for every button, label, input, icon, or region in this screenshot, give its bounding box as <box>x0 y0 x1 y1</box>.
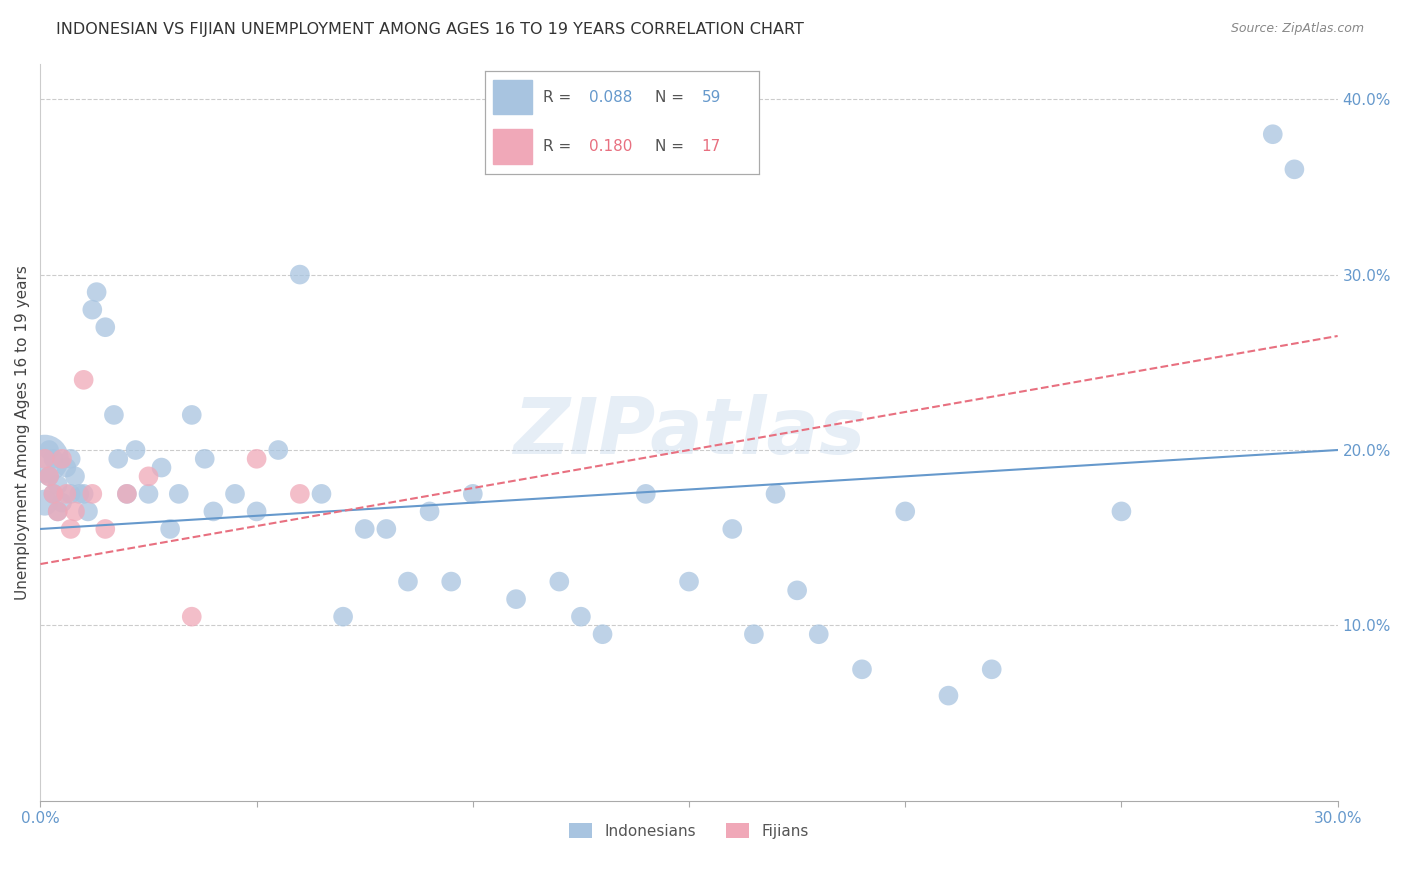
Point <box>1111 504 1133 518</box>
Point <box>180 609 202 624</box>
Point <box>77 504 100 518</box>
Point <box>42 487 65 501</box>
Point <box>63 469 86 483</box>
Point <box>42 487 65 501</box>
Point <box>894 504 917 518</box>
Point <box>34 451 56 466</box>
Point <box>138 469 160 483</box>
Point <box>353 522 375 536</box>
Point <box>150 460 173 475</box>
Y-axis label: Unemployment Among Ages 16 to 19 years: Unemployment Among Ages 16 to 19 years <box>15 265 30 600</box>
Point <box>505 592 527 607</box>
Bar <box>494 79 531 114</box>
Text: Source: ZipAtlas.com: Source: ZipAtlas.com <box>1230 22 1364 36</box>
Point <box>1284 162 1306 177</box>
Point <box>34 496 56 510</box>
Point <box>202 504 225 518</box>
Point <box>332 609 354 624</box>
Point <box>94 522 117 536</box>
Point <box>46 504 69 518</box>
Point <box>63 504 86 518</box>
Point <box>267 442 290 457</box>
Text: 0.180: 0.180 <box>589 139 633 153</box>
Point <box>311 487 333 501</box>
Text: 0.088: 0.088 <box>589 89 633 104</box>
Point <box>42 451 65 466</box>
Point <box>73 373 96 387</box>
Point <box>159 522 181 536</box>
Point <box>375 522 398 536</box>
Text: 17: 17 <box>702 139 721 153</box>
Point <box>115 487 138 501</box>
Point <box>59 522 82 536</box>
Point <box>721 522 744 536</box>
Point <box>34 451 56 466</box>
Point <box>107 451 129 466</box>
Point <box>288 268 311 282</box>
Point <box>569 609 592 624</box>
Point <box>55 487 77 501</box>
Point <box>807 627 830 641</box>
Point <box>82 302 104 317</box>
Point <box>86 285 108 299</box>
Point <box>678 574 700 589</box>
Point <box>765 487 787 501</box>
Point <box>938 689 960 703</box>
Text: ZIPatlas: ZIPatlas <box>513 394 865 470</box>
Point <box>224 487 246 501</box>
Point <box>569 145 592 159</box>
Text: N =: N = <box>655 139 689 153</box>
Text: 59: 59 <box>702 89 721 104</box>
Point <box>138 487 160 501</box>
Point <box>980 662 1002 676</box>
Point <box>592 627 614 641</box>
Point <box>124 442 146 457</box>
Point <box>115 487 138 501</box>
Point <box>46 504 69 518</box>
Legend: Indonesians, Fijians: Indonesians, Fijians <box>562 816 815 845</box>
Point <box>419 504 441 518</box>
Text: INDONESIAN VS FIJIAN UNEMPLOYMENT AMONG AGES 16 TO 19 YEARS CORRELATION CHART: INDONESIAN VS FIJIAN UNEMPLOYMENT AMONG … <box>56 22 804 37</box>
Point <box>73 487 96 501</box>
Text: R =: R = <box>543 139 576 153</box>
Point <box>180 408 202 422</box>
Point <box>38 442 60 457</box>
Point <box>851 662 873 676</box>
Point <box>634 487 657 501</box>
Point <box>742 627 765 641</box>
Point <box>396 574 419 589</box>
Point <box>55 460 77 475</box>
Point <box>786 583 808 598</box>
Point <box>38 469 60 483</box>
Point <box>38 469 60 483</box>
Point <box>51 451 73 466</box>
Point <box>103 408 125 422</box>
Text: N =: N = <box>655 89 689 104</box>
Point <box>82 487 104 501</box>
Point <box>246 451 269 466</box>
Point <box>94 320 117 334</box>
Point <box>1261 127 1284 141</box>
Point <box>59 487 82 501</box>
Point <box>440 574 463 589</box>
Point <box>51 496 73 510</box>
Point <box>67 487 90 501</box>
Point <box>461 487 484 501</box>
Point <box>194 451 217 466</box>
Point <box>288 487 311 501</box>
Text: R =: R = <box>543 89 576 104</box>
Bar <box>494 128 531 163</box>
Point <box>548 574 571 589</box>
Point <box>59 451 82 466</box>
Point <box>46 478 69 492</box>
Point <box>246 504 269 518</box>
Point <box>167 487 190 501</box>
